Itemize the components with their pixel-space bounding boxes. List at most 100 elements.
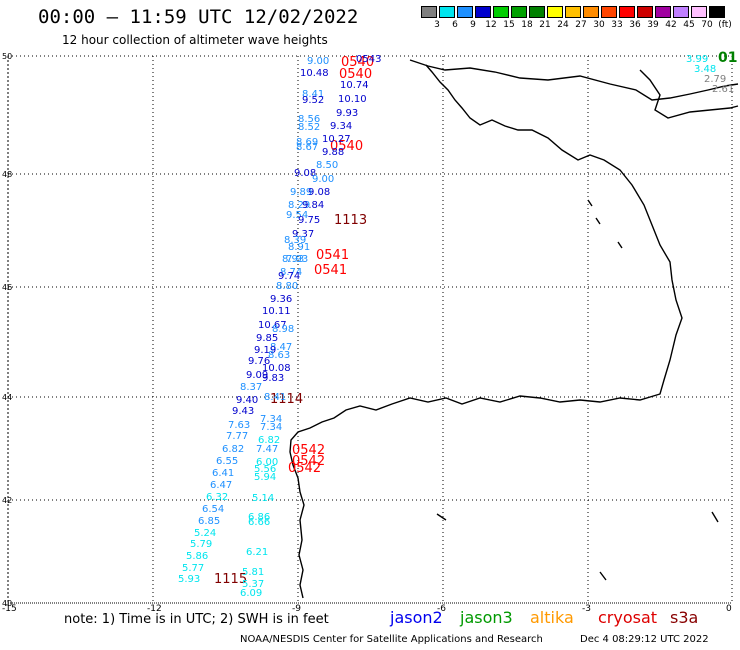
wave-height-label: 7.63 [228, 420, 250, 431]
scale-label: 6 [452, 20, 458, 30]
wave-height-label: 6.86 [248, 512, 270, 523]
wave-height-label: 6.21 [246, 547, 268, 558]
wave-height-label: 9.52 [302, 95, 324, 106]
wave-height-label: 9.00 [312, 174, 334, 185]
scale-swatch [709, 6, 725, 18]
scale-label: 15 [503, 20, 515, 30]
scale-swatch [691, 6, 707, 18]
wave-height-label: 8.50 [316, 160, 338, 171]
wave-height-label: 7.34 [260, 414, 282, 425]
wave-height-label: 8.63 [268, 350, 290, 361]
scale-swatch [529, 6, 545, 18]
scale-label: 36 [629, 20, 641, 30]
wave-height-label: 5.79 [190, 539, 212, 550]
wave-height-label: 9.43 [232, 406, 254, 417]
lon-label: -3 [582, 604, 591, 614]
wave-height-label: 2.79 [704, 74, 726, 85]
track-time-label: 0541 [314, 263, 347, 278]
wave-height-label: 10.48 [300, 68, 329, 79]
wave-height-label: 9.54 [286, 210, 308, 221]
wave-height-label: 9.19 [254, 345, 276, 356]
lat-label: 40 [2, 599, 12, 608]
wave-height-label: 8.98 [272, 324, 294, 335]
map-frame [7, 55, 733, 604]
scale-swatch [565, 6, 581, 18]
wave-height-label: 7.34 [260, 422, 282, 433]
legend-jason2: jason2 [390, 608, 443, 627]
wave-height-label: 5.24 [194, 528, 216, 539]
track-time-label: 0542 [288, 461, 321, 476]
wave-height-label: 5.93 [178, 574, 200, 585]
wave-height-label: 8.41 [264, 392, 286, 403]
wave-height-label: 10.74 [340, 80, 369, 91]
legend-jason3: jason3 [460, 608, 513, 627]
wave-height-label: 3.99 [686, 54, 708, 65]
wave-height-label: 5.37 [242, 579, 264, 590]
track-labels: 0540054005400541054105420542054211131114… [214, 50, 737, 587]
coast-cotentin [639, 69, 739, 119]
lat-label: 42 [2, 496, 12, 505]
wave-height-label: 8.67 [296, 142, 318, 153]
wave-height-label: 7.77 [226, 431, 248, 442]
wave-height-label: 6.47 [210, 480, 232, 491]
wave-height-label: 5.14 [252, 493, 274, 504]
scale-swatch [511, 6, 527, 18]
wave-height-label: 9.74 [278, 271, 300, 282]
wave-height-label: 9.00 [307, 56, 329, 67]
wave-height-label: 6.55 [216, 456, 238, 467]
track-time-label: 01 [718, 50, 737, 66]
lat-label: 48 [2, 170, 12, 179]
wave-height-label: 6.41 [212, 468, 234, 479]
wave-height-label: 6.09 [240, 588, 262, 599]
track-time-label: 0540 [339, 67, 372, 82]
lat-label: 44 [2, 393, 12, 402]
scale-swatch [637, 6, 653, 18]
scale-label: 33 [611, 20, 623, 30]
wave-height-label: 8.93 [282, 254, 304, 265]
scale-swatch [475, 6, 491, 18]
wave-height-label: 10.08 [262, 363, 291, 374]
wave-height-label: 9.09 [246, 370, 268, 381]
lon-label: -6 [437, 604, 446, 614]
scale-label: 24 [557, 20, 569, 30]
track-time-label: 0540 [330, 139, 363, 154]
wave-height-label: 8.69 [296, 137, 318, 148]
lat-label: 46 [2, 283, 12, 292]
scale-swatch [421, 6, 437, 18]
wave-height-label: 9.93 [336, 108, 358, 119]
wave-height-label: 8.39 [284, 235, 306, 246]
coast-islands [436, 199, 719, 581]
wave-height-label: 8.80 [276, 281, 298, 292]
scale-swatch [655, 6, 671, 18]
wave-height-label: 6.32 [206, 492, 228, 503]
wave-height-label: 10.10 [338, 94, 367, 105]
track-time-label: 0542 [292, 443, 325, 458]
coastline [289, 59, 739, 599]
track-time-label: 0541 [316, 248, 349, 263]
track-time-label: 1114 [270, 392, 303, 407]
scale-swatch [673, 6, 689, 18]
track-time-label: 0542 [292, 454, 325, 469]
lat-label: 50 [2, 52, 12, 61]
track-time-label: 0540 [341, 55, 374, 70]
wave-height-label: 8.56 [298, 114, 320, 125]
wave-height-label: 8.29 [288, 200, 310, 211]
scale-swatch [439, 6, 455, 18]
wave-height-label: 9.08 [294, 168, 316, 179]
legend-s3a: s3a [670, 608, 699, 627]
wave-height-label: 9.89 [290, 187, 312, 198]
wave-height-label: 6.54 [202, 504, 224, 515]
wave-height-label: 9.84 [302, 200, 324, 211]
wave-height-label: 6.82 [222, 444, 244, 455]
wave-height-label: 9.37 [292, 229, 314, 240]
scale-label: (ft) [718, 20, 732, 30]
scale-label: 30 [593, 20, 605, 30]
map-grid [7, 55, 733, 604]
scale-label: 70 [701, 20, 713, 30]
lon-label: -9 [292, 604, 301, 614]
track-time-label: 0543 [356, 54, 381, 65]
scale-label: 21 [539, 20, 551, 30]
wave-height-label: 8.52 [298, 122, 320, 133]
